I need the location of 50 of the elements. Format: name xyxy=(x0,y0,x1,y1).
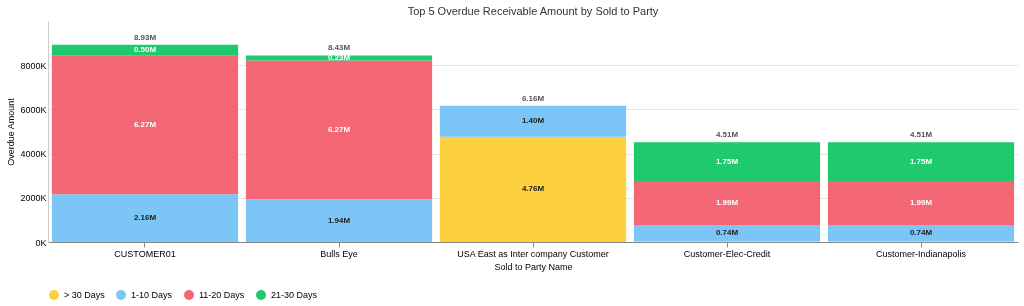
chart-title: Top 5 Overdue Receivable Amount by Sold to Party xyxy=(407,5,659,17)
y-axis-title: Overdue Amount xyxy=(6,97,17,166)
total-label: 8.93M xyxy=(133,32,157,42)
bar xyxy=(245,199,433,242)
bar xyxy=(827,142,1015,181)
bar xyxy=(633,224,821,242)
legend-label: 11-20 Days xyxy=(199,290,245,300)
x-tick-label: Bulls Eye xyxy=(320,248,358,259)
data-label: 6.27M xyxy=(133,119,157,129)
data-label: 0.74M xyxy=(909,228,933,238)
data-label: 2.16M xyxy=(133,213,157,223)
y-tick-label: 4000K xyxy=(20,149,47,160)
bar xyxy=(245,60,433,200)
y-tick-label: 6000K xyxy=(20,104,47,115)
data-label: 1.99M xyxy=(909,197,933,207)
bar xyxy=(245,55,433,61)
bar xyxy=(827,181,1015,225)
x-tick-label: Customer-Elec-Credit xyxy=(683,248,771,259)
bar xyxy=(439,105,627,137)
bar xyxy=(633,142,821,181)
y-tick-label: 8000K xyxy=(20,60,47,71)
data-label: 1.75M xyxy=(909,156,933,166)
legend-label: > 30 Days xyxy=(64,290,106,300)
data-label: 0.74M xyxy=(715,228,739,238)
data-label: 1.94M xyxy=(327,215,351,225)
legend-label: 21-30 Days xyxy=(271,290,318,300)
bar xyxy=(51,194,239,242)
legend-label: 1-10 Days xyxy=(131,290,173,300)
total-label: 8.43M xyxy=(327,43,351,53)
data-label: 0.23M xyxy=(327,53,351,63)
x-tick-label: CUSTOMER01 xyxy=(114,248,176,259)
bar xyxy=(51,55,239,195)
data-label: 1.40M xyxy=(521,116,545,126)
bar xyxy=(633,181,821,225)
total-label: 4.51M xyxy=(909,130,933,140)
bar xyxy=(827,224,1015,242)
data-label: 1.75M xyxy=(715,156,739,166)
x-tick-label: USA East as Inter company Customer xyxy=(457,248,609,259)
y-tick-label: 0K xyxy=(35,237,47,248)
x-axis-title: Sold to Party Name xyxy=(494,261,573,272)
total-label: 4.51M xyxy=(715,130,739,140)
data-label: 1.99M xyxy=(715,197,739,207)
bar xyxy=(439,136,627,242)
data-label: 0.50M xyxy=(133,45,157,55)
data-label: 4.76M xyxy=(521,184,545,194)
bar xyxy=(51,44,239,56)
y-tick-label: 2000K xyxy=(20,193,47,204)
total-label: 6.16M xyxy=(521,93,545,103)
x-tick-label: Customer-Indianapolis xyxy=(875,248,967,259)
data-label: 6.27M xyxy=(327,124,351,134)
